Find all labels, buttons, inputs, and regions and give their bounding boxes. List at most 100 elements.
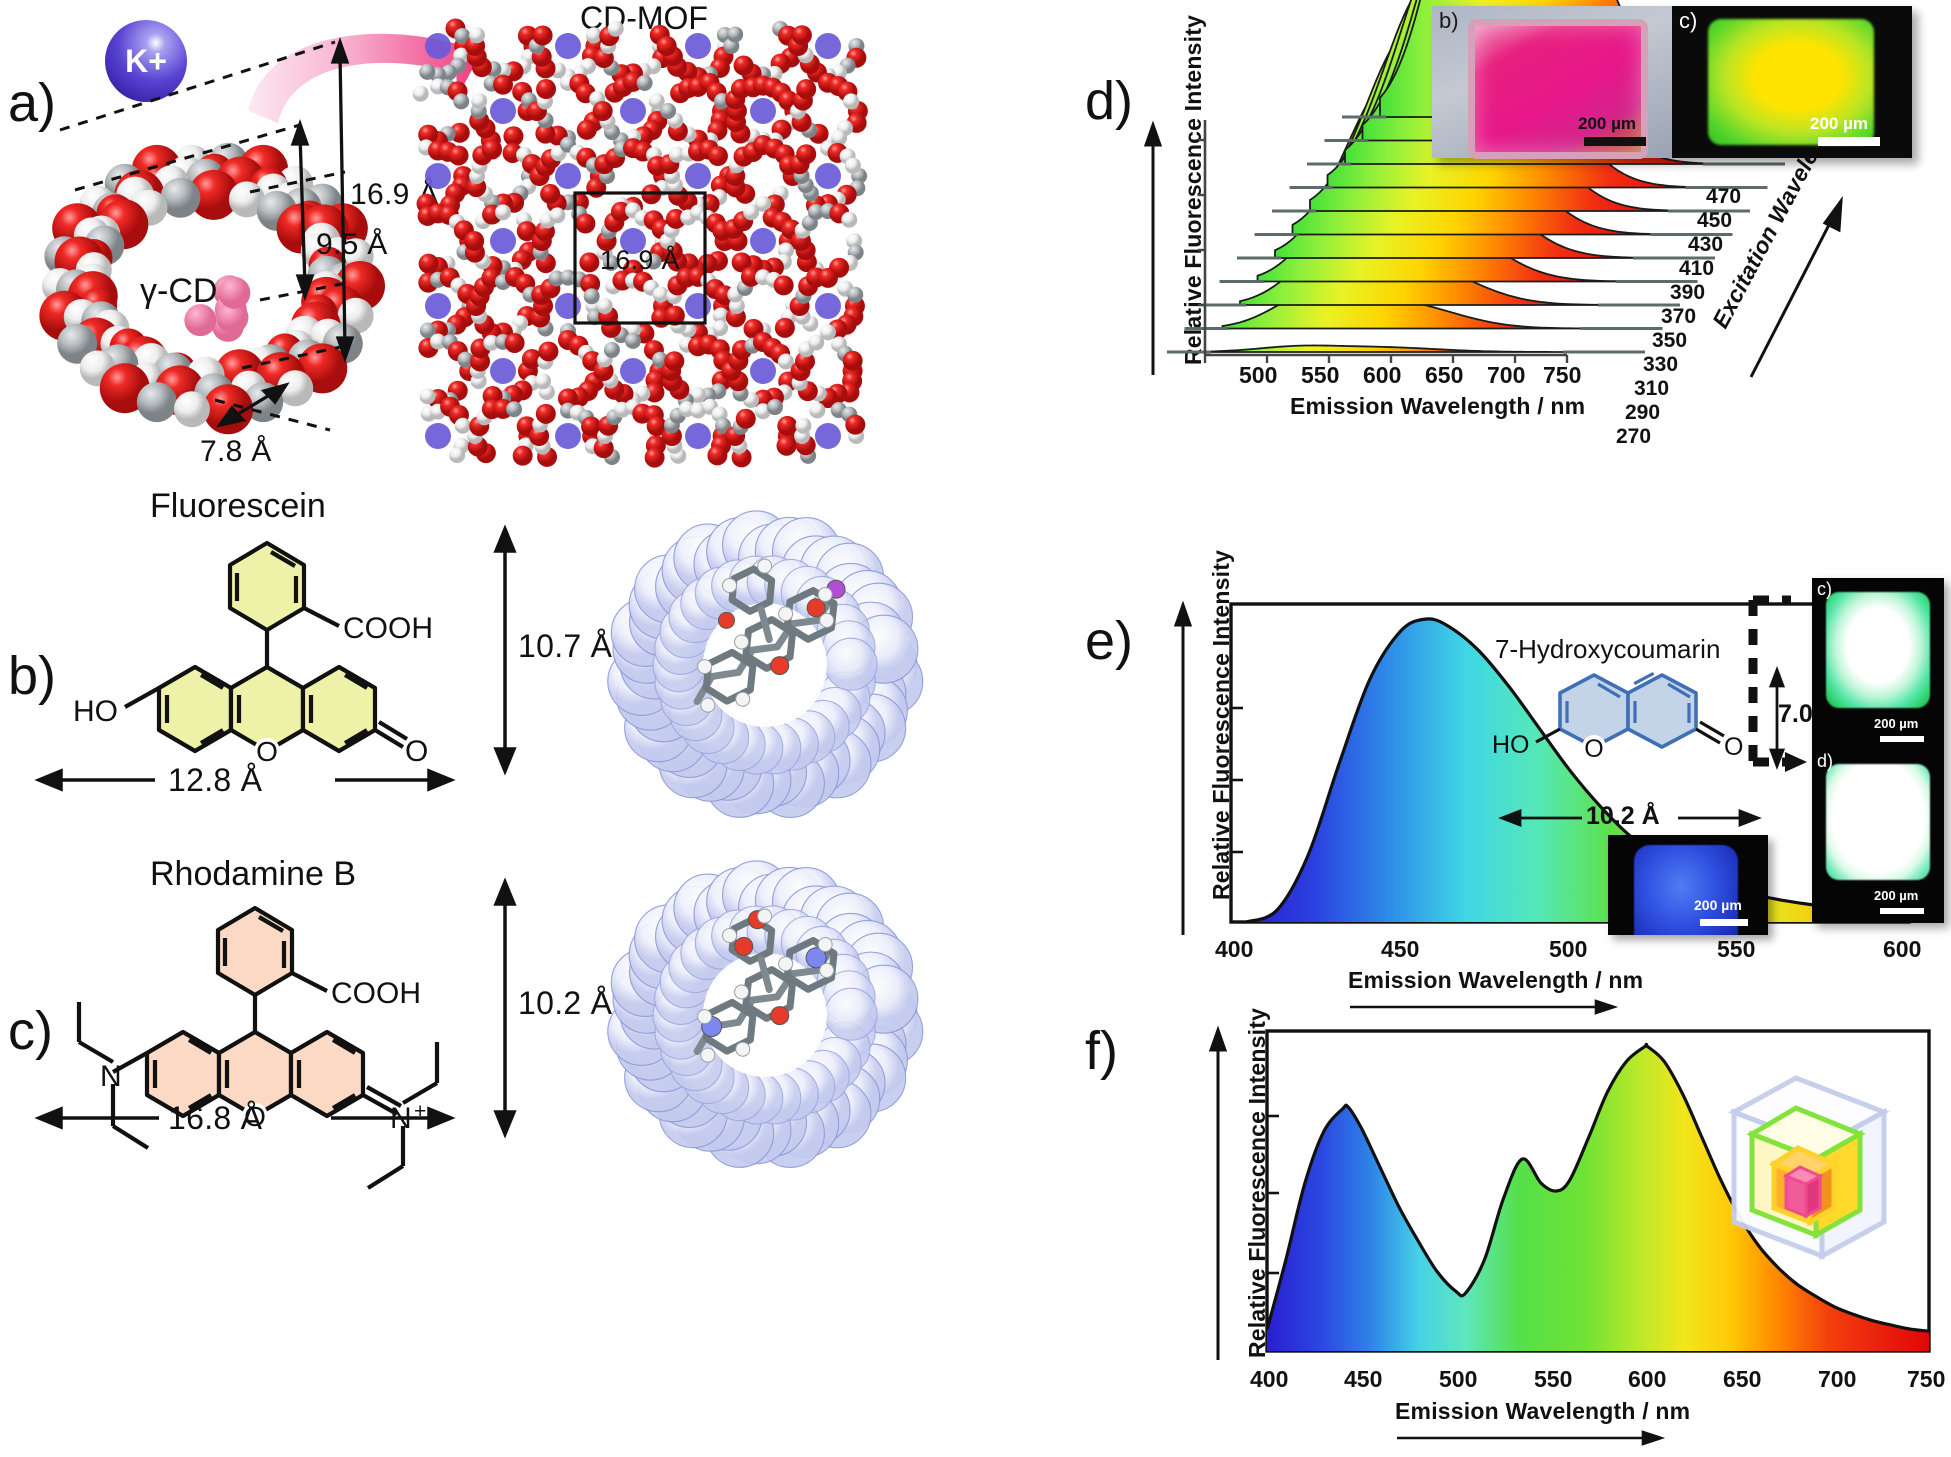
panel-d-exc-310: 310	[1634, 377, 1670, 400]
panel-e-inset-d-letter: d)	[1817, 751, 1834, 771]
panel-f-xtick-4: 600	[1628, 1366, 1667, 1392]
svg-text:O: O	[244, 1101, 266, 1132]
dim-height-78: 7.8 Å	[200, 435, 272, 468]
crystal-core-shell-c	[1826, 592, 1930, 708]
panel-d-xtick-2: 600	[1363, 362, 1402, 388]
panel-d-exc-350: 350	[1652, 329, 1688, 352]
panel-d-scalebar-b-label: 200 µm	[1578, 114, 1636, 133]
transform-arrow	[248, 22, 476, 124]
panel-f-core-shell-cube-inset	[1728, 1075, 1890, 1261]
panel-d-letter: d)	[1085, 71, 1134, 131]
panel-f-spectrum-chart	[1265, 1029, 1931, 1353]
panel-d-xtick-1: 550	[1301, 362, 1340, 388]
rhodamine-width-label: 16.8 Å	[168, 1100, 263, 1136]
panel-e-crystal-photo: 200 µm	[1608, 835, 1768, 935]
fluorescein-title: Fluorescein	[150, 487, 326, 525]
panel-f-xtick-5: 650	[1723, 1366, 1762, 1392]
crystal-core-shell-d	[1826, 764, 1930, 880]
hydroxycoumarin-height-arrow	[1768, 666, 1786, 770]
panel-e-xtick-3: 550	[1717, 936, 1756, 962]
svg-text:O: O	[1584, 735, 1603, 763]
panel-e-right-scalebar-d	[1880, 908, 1924, 914]
fluorescein-in-cd-model	[607, 510, 924, 818]
svg-text:COOH: COOH	[343, 612, 433, 645]
panel-e-y-axis-arrow	[1173, 600, 1193, 935]
panel-e-right-scalebar-d-label: 200 µm	[1874, 888, 1919, 903]
panel-d-scalebar-b	[1584, 137, 1646, 146]
svg-text:O: O	[1724, 733, 1743, 761]
panel-e-crystal-scalebar-label: 200 µm	[1694, 897, 1742, 913]
panel-a-letter: a)	[8, 73, 57, 133]
rhodamine-height-label: 10.2 Å	[518, 985, 613, 1021]
panel-e-xtick-2: 500	[1549, 936, 1588, 962]
hydroxycoumarin-structure: O HO O	[1492, 671, 1743, 763]
panel-d-exc-450: 450	[1697, 209, 1733, 232]
potassium-ion-sphere	[105, 20, 187, 102]
panel-d-exc-330: 330	[1643, 353, 1679, 376]
panel-d-xtick-0: 500	[1239, 362, 1278, 388]
crystal-fluorescence	[1708, 19, 1874, 145]
svg-text:HO: HO	[1492, 731, 1530, 759]
panel-e-right-scalebar-c-label: 200 µm	[1874, 716, 1919, 731]
panel-f-xtick-7: 750	[1907, 1366, 1946, 1392]
potassium-ion-label: K+	[125, 43, 167, 79]
panel-b-letter: b)	[8, 646, 57, 706]
hydroxycoumarin-width-arrow	[1498, 808, 1762, 828]
panel-e-xtick-4: 600	[1883, 936, 1922, 962]
panel-f-x-axis-title: Emission Wavelength / nm	[1395, 1398, 1691, 1424]
panel-d-scalebar-c-label: 200 µm	[1810, 114, 1868, 133]
dim-cavity-95: 9.5 Å	[316, 228, 388, 261]
panel-e-inset-molecule-title: 7-Hydroxycoumarin	[1495, 634, 1721, 664]
panel-d-y-axis-arrow	[1143, 120, 1163, 375]
panel-d-inset-b-letter: b)	[1439, 8, 1459, 33]
panel-d-exc-470: 470	[1706, 185, 1742, 208]
panel-d-scalebar-c	[1818, 137, 1880, 146]
fluorescein-structure: O HO O COOH	[73, 540, 433, 768]
panel-e-x-axis-title: Emission Wavelength / nm	[1348, 967, 1644, 993]
panel-e-inset-d-photo: d) 200 µm	[1812, 750, 1944, 923]
panel-f-xtick-2: 500	[1439, 1366, 1478, 1392]
panel-d-xtick-4: 700	[1487, 362, 1526, 388]
cd-mof-title: CD-MOF	[580, 0, 708, 36]
rhodamine-width-arrow	[34, 1106, 456, 1130]
fluorescein-width-label: 12.8 Å	[168, 762, 263, 798]
panel-d-xtick-5: 750	[1543, 362, 1582, 388]
svg-text:O: O	[405, 735, 428, 768]
panel-d-xtick-3: 650	[1425, 362, 1464, 388]
panel-d-exc-290: 290	[1625, 401, 1661, 424]
panel-d-exc-430: 430	[1688, 233, 1724, 256]
fluorescein-width-arrow	[34, 768, 456, 792]
panel-d-exc-390: 390	[1670, 281, 1706, 304]
panel-e-inset-c-letter: c)	[1817, 579, 1832, 599]
panel-e-xtick-0: 400	[1215, 936, 1254, 962]
hydroxycoumarin-width-label: 10.2 Å	[1586, 802, 1660, 830]
panel-e-letter: e)	[1085, 611, 1134, 671]
rhodamine-height-arrow	[493, 877, 517, 1139]
panel-f-xtick-6: 700	[1818, 1366, 1857, 1392]
dim-pore-169: 16.9 Å	[600, 245, 680, 275]
panel-d-exc-270: 270	[1616, 425, 1652, 448]
panel-f-letter: f)	[1085, 1021, 1118, 1081]
panel-d-inset-c-photo: c) 200 µm	[1672, 6, 1912, 158]
rhodamine-title: Rhodamine B	[150, 855, 357, 893]
svg-text:O: O	[256, 736, 278, 767]
panel-d-exc-410: 410	[1679, 257, 1715, 280]
panel-d-excitation-axis-arrow	[1749, 195, 1843, 378]
panel-d-inset-c-letter: c)	[1679, 8, 1698, 33]
gamma-cd-model	[39, 142, 385, 435]
panel-f-x-direction-arrow	[1397, 1430, 1666, 1446]
panel-f-xtick-1: 450	[1344, 1366, 1383, 1392]
panel-e-x-direction-arrow	[1350, 999, 1619, 1015]
panel-d-x-axis-title: Emission Wavelength / nm	[1290, 393, 1586, 419]
svg-text:HO: HO	[73, 695, 118, 728]
panel-d-exc-370: 370	[1661, 305, 1697, 328]
rhodamine-structure: O N N + COOH	[76, 905, 440, 1190]
crystal-bright-field	[1468, 19, 1648, 159]
panel-e-crystal-scalebar	[1700, 919, 1748, 926]
cd-mof-model	[412, 18, 868, 468]
gamma-cd-label: γ-CD	[140, 272, 218, 310]
fluorescein-height-arrow	[493, 524, 517, 776]
panel-d-inset-b-photo: b) 200 µm	[1432, 6, 1672, 159]
panel-d-inset-photos: b) 200 µm c) 200 µm	[1432, 6, 1912, 159]
fluorescein-height-label: 10.7 Å	[518, 628, 613, 664]
